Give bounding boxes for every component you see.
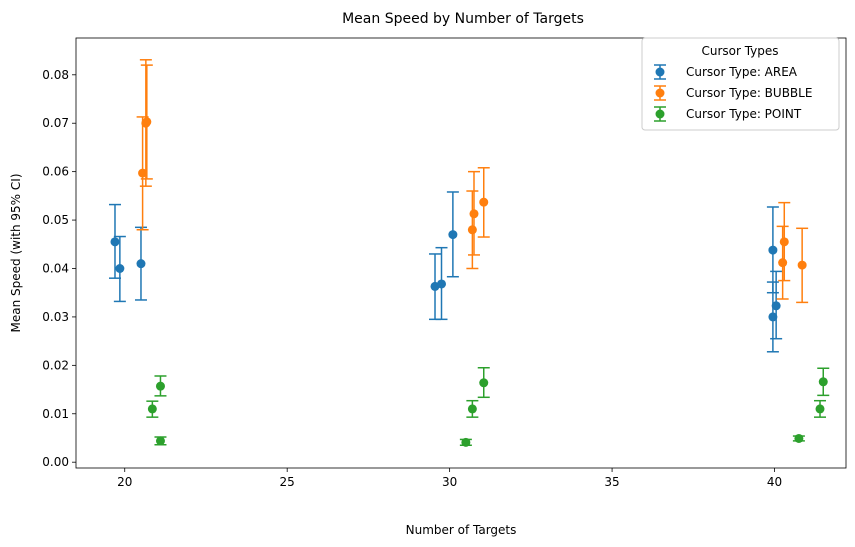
legend-item: Cursor Type: POINT: [654, 106, 802, 122]
data-point: [797, 260, 807, 270]
y-tick-label: 0.07: [42, 116, 69, 130]
series-2: [136, 59, 809, 304]
y-tick-label: 0.04: [42, 261, 69, 275]
x-tick-label: 40: [767, 475, 782, 489]
data-point: [479, 378, 489, 388]
data-point: [768, 245, 778, 255]
legend-marker: [655, 109, 665, 119]
series-3: [146, 367, 830, 447]
legend-label: Cursor Type: POINT: [686, 107, 802, 121]
data-point: [155, 436, 165, 446]
legend-item: Cursor Type: AREA: [654, 64, 798, 80]
x-tick-label: 25: [280, 475, 295, 489]
y-axis-label: Mean Speed (with 95% CI): [9, 174, 23, 333]
y-tick-label: 0.01: [42, 407, 69, 421]
data-point: [815, 404, 825, 414]
data-point: [479, 197, 489, 207]
data-point: [155, 381, 165, 391]
data-point: [138, 168, 148, 178]
series-1: [108, 191, 783, 353]
x-tick-label: 20: [117, 475, 132, 489]
legend-marker: [655, 67, 665, 77]
legend-items: Cursor Type: AREA Cursor Type: BUBBLE Curs…: [654, 64, 812, 122]
x-tick-label: 35: [604, 475, 619, 489]
y-tick-label: 0.06: [42, 165, 69, 179]
data-point: [115, 263, 125, 273]
data-point: [147, 404, 157, 414]
data-point: [448, 230, 458, 240]
legend-marker: [655, 88, 665, 98]
data-point: [461, 437, 471, 447]
data-point: [110, 237, 120, 247]
y-tick-label: 0.05: [42, 213, 69, 227]
y-tick-label: 0.02: [42, 358, 69, 372]
chart-title: Mean Speed by Number of Targets: [342, 11, 584, 27]
x-tick-label: 30: [442, 475, 457, 489]
data-point: [779, 237, 789, 247]
y-tick-label: 0.00: [42, 455, 69, 469]
data-point: [794, 433, 804, 443]
legend-box: [641, 37, 840, 131]
legend-label: Cursor Type: BUBBLE: [686, 86, 812, 100]
data-point: [437, 279, 447, 289]
axes: 20 25 30 35 40 0.00 0.01 0.02 0.03 0.04 0.05 0.06 0.…: [42, 68, 782, 489]
data-point: [467, 225, 477, 235]
data-point: [469, 209, 479, 219]
y-tick-label: 0.03: [42, 310, 69, 324]
legend-item: Cursor Type: BUBBLE: [654, 85, 812, 101]
data-point: [467, 404, 477, 414]
legend-title: Cursor Types: [701, 44, 778, 58]
data-point: [142, 117, 152, 127]
data-point: [771, 301, 781, 311]
data-point: [818, 377, 828, 387]
data-point: [136, 259, 146, 269]
x-axis-label: Number of Targets: [406, 523, 517, 537]
data-point: [778, 258, 788, 268]
legend-label: Cursor Type: AREA: [686, 65, 798, 79]
plot-frame: [75, 37, 847, 469]
y-tick-label: 0.08: [42, 68, 69, 82]
plot-area: [108, 59, 830, 447]
data-point: [768, 312, 778, 322]
